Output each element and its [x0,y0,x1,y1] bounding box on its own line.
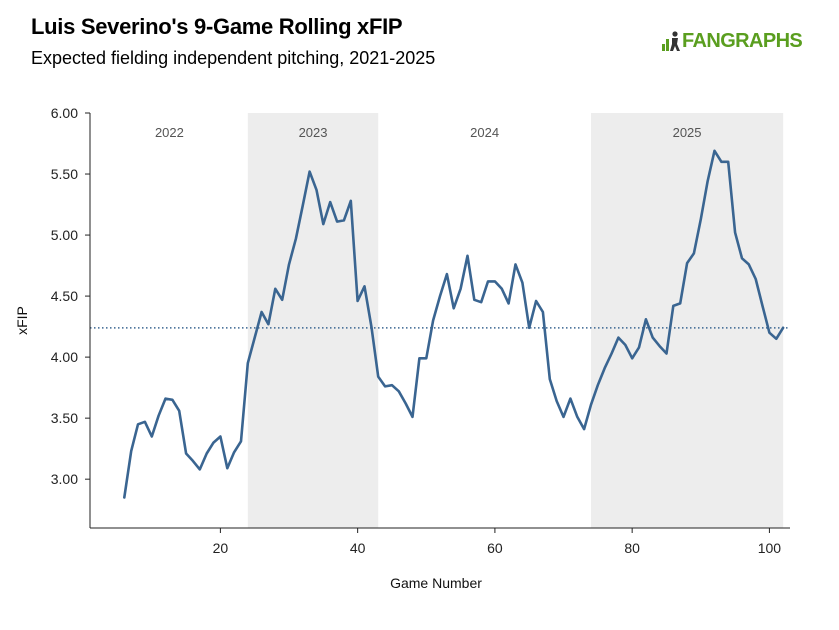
x-tick-label: 60 [487,540,503,556]
x-axis-title: Game Number [390,575,482,591]
y-tick-label: 3.00 [51,471,78,487]
y-tick-label: 5.50 [51,166,78,182]
chart-subtitle: Expected fielding independent pitching, … [31,48,436,68]
y-axis-title: xFIP [14,306,30,335]
y-tick-label: 3.50 [51,410,78,426]
year-band-label: 2022 [155,125,184,140]
logo-text: FANGRAPHS [682,29,803,52]
chart-title: Luis Severino's 9-Game Rolling xFIP [31,14,403,39]
x-tick-label: 20 [213,540,229,556]
y-ticks: 3.00 3.50 4.00 4.50 5.00 5.50 6.00 [51,105,90,487]
x-tick-label: 100 [758,540,782,556]
series-line-0 [123,149,785,499]
year-bands [247,113,784,528]
year-band-2025 [590,113,784,528]
x-tick-label: 40 [350,540,366,556]
year-band-label: 2023 [299,125,328,140]
y-tick-label: 6.00 [51,105,78,121]
y-tick-label: 4.50 [51,288,78,304]
x-ticks: 20 40 60 80 100 [213,528,782,556]
series-layer [123,149,785,499]
year-band-label: 2024 [470,125,499,140]
x-tick-label: 80 [624,540,640,556]
year-band-label: 2025 [673,125,702,140]
y-tick-label: 4.00 [51,349,78,365]
y-tick-label: 5.00 [51,227,78,243]
fangraphs-logo-icon [662,31,680,51]
axes [89,113,790,529]
year-band-labels: 2022 2023 2024 2025 [155,125,702,140]
fangraphs-logo: FANGRAPHS [662,29,803,52]
